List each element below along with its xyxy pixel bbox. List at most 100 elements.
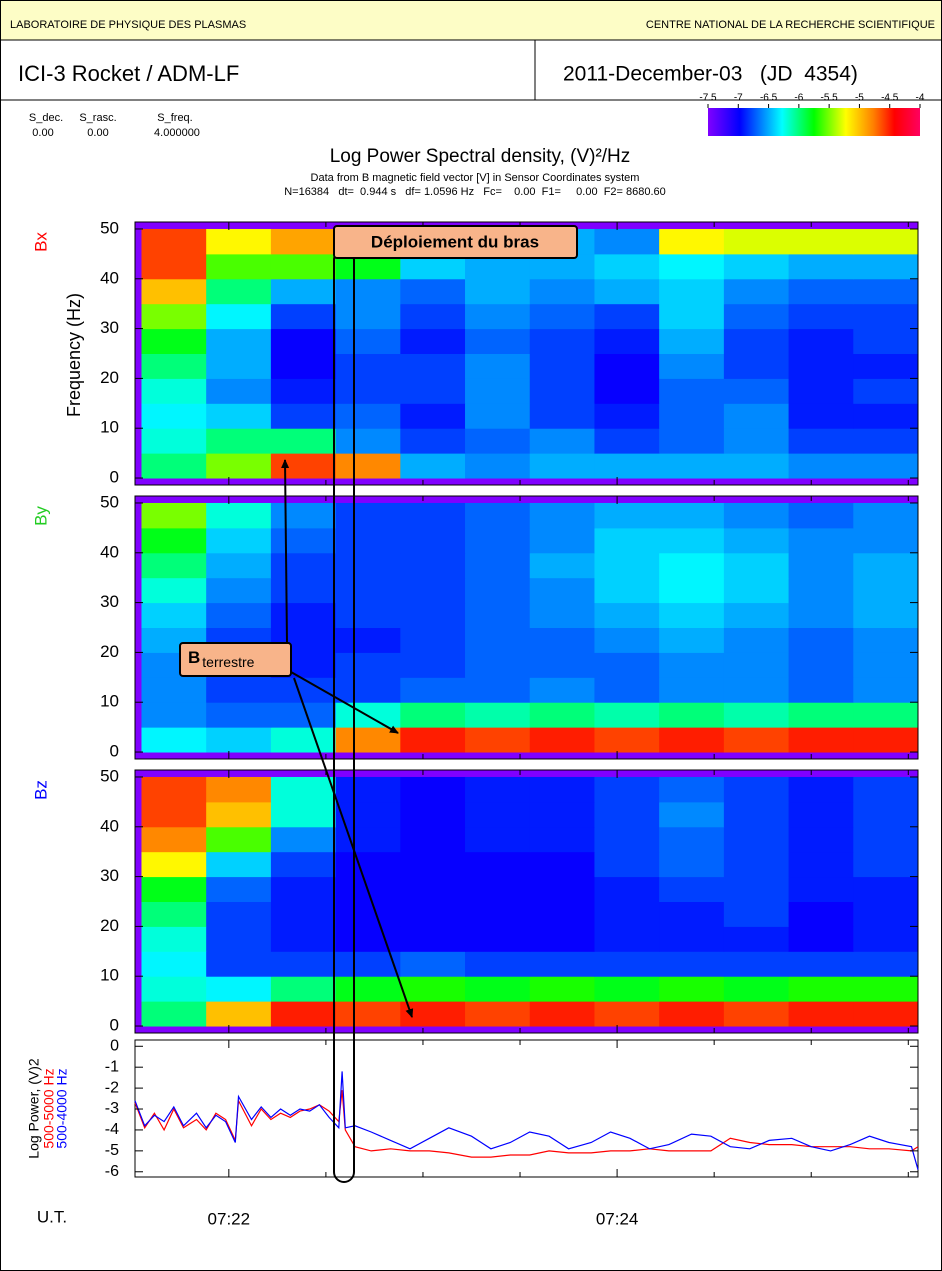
heatmap-cell: [206, 976, 272, 1002]
param-value: 4.000000: [154, 127, 200, 139]
heatmap-cell: [529, 602, 595, 628]
heatmap-cell: [788, 428, 854, 454]
heatmap-cell: [529, 976, 595, 1002]
heatmap-cell: [141, 727, 207, 753]
heatmap-cell: [529, 677, 595, 703]
y-tick-label: 50: [100, 492, 119, 511]
heatmap-cell: [853, 801, 919, 828]
heatmap-cell: [788, 851, 854, 878]
heatmap-cell: [335, 428, 401, 454]
heatmap-cell: [723, 577, 790, 604]
heatmap-cell: [594, 776, 660, 803]
heatmap-cell: [723, 552, 790, 579]
heatmap-cell: [270, 278, 337, 305]
heatmap-cell: [594, 303, 660, 330]
panel-label: By: [31, 506, 50, 526]
heatmap-cell: [270, 876, 337, 902]
heatmap-cell: [270, 378, 337, 404]
heatmap-cell: [723, 926, 790, 952]
colorbar-tick-label: -7: [734, 93, 743, 104]
date: 2011-December-03 (JD 4354): [563, 63, 858, 86]
heatmap-cell: [141, 702, 207, 728]
heatmap-cell: [270, 502, 337, 529]
heatmap-cell: [141, 228, 207, 255]
heatmap-cell: [400, 502, 466, 529]
heatmap-cell: [206, 951, 272, 977]
heatmap-cell: [529, 801, 595, 828]
heatmap-cell: [594, 602, 660, 628]
heatmap-cell: [594, 278, 660, 305]
subtitle: Data from B magnetic field vector [V] in…: [311, 172, 640, 184]
heatmap-cell: [270, 677, 337, 703]
heatmap-cell: [465, 727, 531, 753]
heatmap-cell: [723, 353, 790, 379]
heatmap-cell: [335, 303, 401, 330]
colorbar-tick-label: -4.5: [881, 93, 899, 104]
annotation-box: [179, 642, 292, 677]
heatmap-cell: [594, 851, 660, 878]
heatmap-cell: [206, 353, 272, 379]
heatmap-cell: [723, 403, 790, 429]
heatmap-cell: [659, 627, 725, 653]
heatmap-cell: [270, 527, 337, 554]
panel-label: Bz: [31, 780, 50, 800]
heatmap-cell: [594, 378, 660, 404]
org-name: CENTRE NATIONAL DE LA RECHERCHE SCIENTIF…: [646, 19, 935, 31]
heatmap-cell: [465, 652, 531, 678]
heatmap-cell: [465, 278, 531, 305]
heatmap-cell: [335, 403, 401, 429]
heatmap-cell: [206, 702, 272, 728]
heatmap-cell: [335, 776, 401, 803]
heatmap-cell: [788, 677, 854, 703]
heatmap-cell: [141, 552, 207, 579]
heatmap-cell: [270, 826, 337, 853]
heatmap-cell: [853, 602, 919, 628]
heatmap-cell: [659, 677, 725, 703]
heatmap-cell: [465, 801, 531, 828]
heatmap-cell: [270, 303, 337, 330]
heatmap-cell: [335, 328, 401, 354]
heatmap-cell: [206, 328, 272, 354]
heatmap-cell: [853, 876, 919, 902]
heatmap-cell: [659, 253, 725, 280]
heatmap-cell: [335, 926, 401, 952]
line-series: [134, 1090, 919, 1158]
heatmap-cell: [529, 428, 595, 454]
heatmap-cell: [788, 353, 854, 379]
heatmap-cell: [853, 453, 919, 479]
heatmap-cell: [723, 677, 790, 703]
heatmap-cell: [529, 552, 595, 579]
param-value: 0.00: [32, 127, 53, 139]
heatmap-cell: [788, 378, 854, 404]
heatmap-cell: [723, 428, 790, 454]
heatmap-cell: [465, 702, 531, 728]
heatmap-cell: [529, 577, 595, 604]
heatmap-cell: [594, 403, 660, 429]
heatmap-cell: [788, 577, 854, 604]
y-tick-label: 40: [100, 816, 119, 835]
heatmap-cell: [594, 926, 660, 952]
arrow: [281, 459, 290, 644]
heatmap-cell: [529, 627, 595, 653]
heatmap-cell: [141, 826, 207, 853]
colorbar-tick-label: -4: [916, 93, 925, 104]
y-tick-label: 50: [100, 218, 119, 237]
heatmap-cell: [853, 652, 919, 678]
info: N=16384 dt= 0.944 s df= 1.0596 Hz Fc= 0.…: [284, 186, 666, 198]
heatmap-cell: [594, 552, 660, 579]
heatmap-cell: [659, 951, 725, 977]
heatmap-cell: [141, 403, 207, 429]
heatmap-cell: [723, 727, 790, 753]
heatmap-cell: [141, 677, 207, 703]
param-label: S_rasc.: [79, 112, 116, 124]
heatmap-cell: [400, 652, 466, 678]
heatmap-cell: [400, 876, 466, 902]
colorbar-tick-label: -5: [855, 93, 864, 104]
heatmap-cell: [529, 901, 595, 927]
plot-frame: [134, 769, 919, 1034]
heatmap-cell: [788, 801, 854, 828]
heatmap-cell: [270, 926, 337, 952]
heatmap-cell: [723, 851, 790, 878]
heatmap-cell: [594, 901, 660, 927]
line-series: [134, 1071, 919, 1170]
